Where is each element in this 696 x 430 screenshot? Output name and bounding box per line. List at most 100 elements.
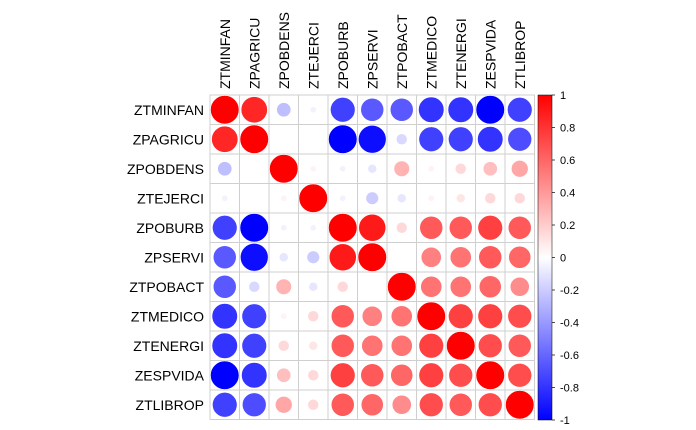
correlation-circle <box>307 310 320 323</box>
colorbar-tick-label: 0.8 <box>560 123 575 135</box>
correlation-circle <box>420 275 443 298</box>
correlation-circle <box>248 280 261 293</box>
row-label: ZPAGRICU <box>133 131 204 147</box>
correlation-circle <box>211 125 239 153</box>
correlation-circle <box>306 250 320 264</box>
correlation-circle <box>330 392 355 417</box>
correlation-circle <box>240 96 268 124</box>
correlation-circle <box>308 281 319 292</box>
correlation-circle <box>361 305 383 327</box>
correlation-circle <box>513 192 526 205</box>
correlation-circle <box>448 392 473 417</box>
correlation-circle <box>336 280 349 293</box>
correlation-circle <box>240 243 269 272</box>
correlation-circle <box>478 245 503 270</box>
correlation-circle <box>298 183 328 213</box>
correlation-circle <box>339 165 347 173</box>
correlation-circle <box>418 126 444 152</box>
correlation-circle <box>210 95 240 125</box>
correlation-circle <box>330 97 356 123</box>
correlation-circle <box>210 360 240 390</box>
correlation-circle <box>339 194 347 202</box>
correlation-circle <box>448 215 473 240</box>
correlation-circle <box>212 245 237 270</box>
correlation-circle <box>280 194 288 202</box>
correlation-circle <box>221 194 229 202</box>
correlation-circle <box>361 334 384 357</box>
correlation-circle <box>390 334 413 357</box>
colorbar-tick-label: -0.4 <box>560 318 579 330</box>
correlation-circle <box>275 278 292 295</box>
correlation-circle <box>358 125 387 154</box>
correlation-circle <box>278 252 289 263</box>
correlation-circle <box>454 162 467 175</box>
grid-cell <box>268 124 299 155</box>
correlation-circle <box>419 215 444 240</box>
colorbar-tick-label: -0.6 <box>560 350 579 362</box>
correlation-circle <box>507 97 533 123</box>
correlation-circle <box>389 97 414 122</box>
correlation-circle <box>509 276 530 297</box>
correlation-circle <box>418 392 444 418</box>
correlation-circle <box>391 394 412 415</box>
correlation-circle <box>427 194 435 202</box>
correlation-circle <box>330 333 355 358</box>
correlation-circle <box>309 224 317 232</box>
column-label: ZPOBURB <box>335 21 351 89</box>
row-label: ZTMEDICO <box>131 308 204 324</box>
correlation-circle <box>507 215 532 240</box>
correlation-circle <box>365 191 379 205</box>
correlation-circle <box>393 160 410 177</box>
colorbar-tick-label: 0.4 <box>560 188 575 200</box>
correlation-circle <box>478 275 502 299</box>
correlation-circle <box>475 95 505 125</box>
correlation-circle <box>212 215 238 241</box>
column-label: ZESPVIDA <box>482 19 498 89</box>
grid-cell <box>239 183 270 214</box>
correlation-circle <box>328 124 358 154</box>
correlation-circle <box>330 362 356 388</box>
correlation-circle <box>420 246 442 268</box>
correlation-circle <box>309 106 317 114</box>
correlation-circle <box>212 392 238 418</box>
column-label: ZTPOBACT <box>394 14 410 89</box>
row-label: ZTEJERCI <box>137 190 204 206</box>
correlation-circle <box>418 96 445 123</box>
correlation-circle <box>307 369 320 382</box>
row-label: ZTPOBACT <box>129 279 204 295</box>
correlation-circle <box>274 395 293 414</box>
correlation-circle <box>484 192 497 205</box>
correlation-circle <box>241 392 267 418</box>
correlation-circle <box>448 362 474 388</box>
correlation-circle <box>309 165 317 173</box>
correlation-circle <box>241 362 268 389</box>
grid-cell <box>298 124 329 155</box>
grid-cell <box>357 271 388 302</box>
correlation-circle <box>449 246 472 269</box>
correlation-circle <box>239 213 269 243</box>
correlation-circle <box>211 303 238 330</box>
colorbar-tick-label: -1 <box>560 415 570 427</box>
correlation-circle <box>507 333 532 358</box>
correlation-circle <box>367 163 378 174</box>
correlation-circle <box>505 390 535 420</box>
correlation-circle <box>395 133 408 146</box>
row-label: ZPOBURB <box>136 220 204 236</box>
colorbar-tick-label: 0 <box>560 253 566 265</box>
correlation-circle <box>211 332 238 359</box>
column-label: ZPOBDENS <box>276 12 292 89</box>
correlation-circle <box>448 126 474 152</box>
correlation-circle <box>276 367 292 383</box>
correlation-circle <box>477 333 503 359</box>
correlation-circle <box>328 243 357 272</box>
correlation-circle <box>477 303 503 329</box>
correlation-circle <box>418 362 444 388</box>
correlation-circle <box>416 301 446 331</box>
column-label: ZTMEDICO <box>423 16 439 89</box>
correlation-circle <box>448 303 474 329</box>
correlation-circle <box>328 213 358 243</box>
grid-cell <box>386 242 417 273</box>
correlation-circle <box>477 126 504 153</box>
correlation-circle <box>212 274 237 299</box>
